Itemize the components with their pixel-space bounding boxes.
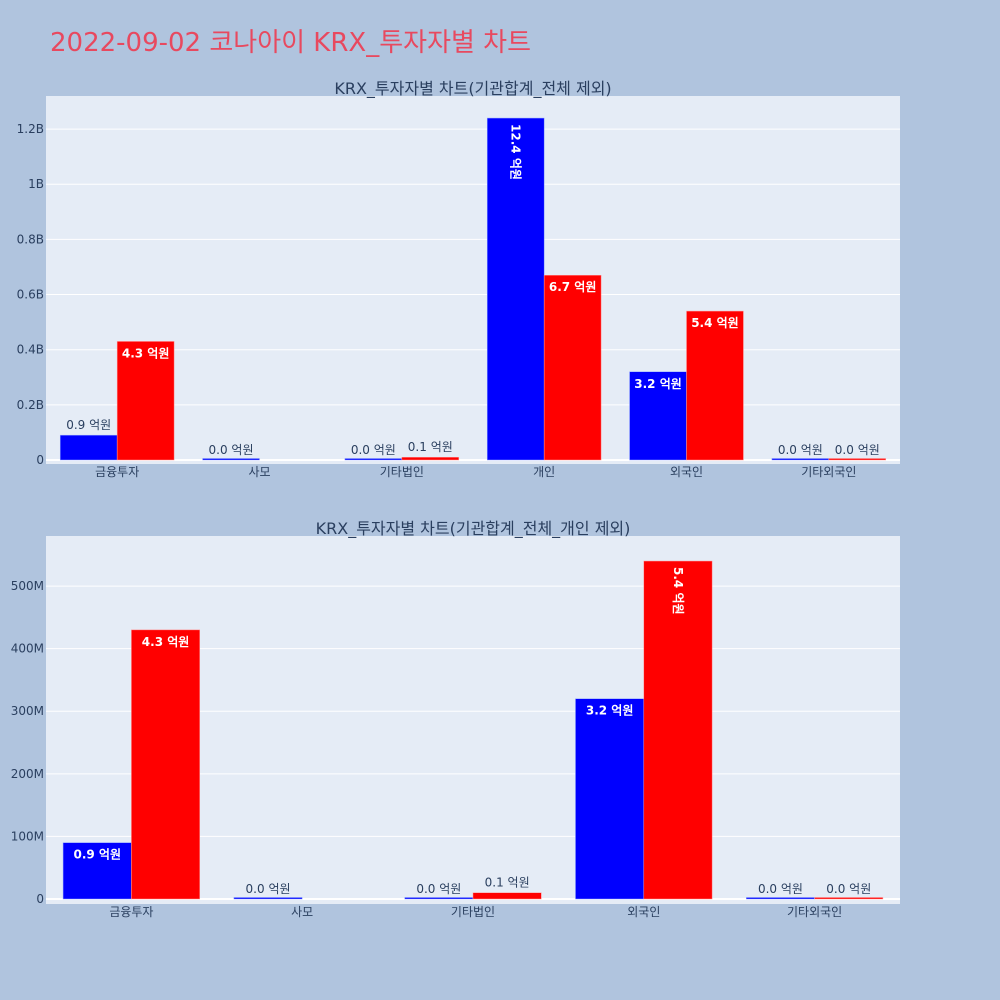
chart1-data-label: 6.7 억원: [549, 280, 597, 294]
chart2-data-label: 0.1 억원: [485, 876, 530, 890]
chart2-ytick-label: 500M: [11, 579, 44, 593]
chart1-bar: [543, 274, 602, 461]
chart1-xtick-label: 사모: [248, 465, 270, 479]
chart1-bar: [344, 458, 403, 461]
chart1-ytick-label: 0.2B: [17, 398, 44, 412]
chart1-bar: [486, 117, 545, 461]
chart2-data-label: 5.4 억원: [671, 567, 685, 615]
chart1-data-label: 3.2 억원: [634, 377, 682, 391]
chart2-xtick-label: 사모: [291, 905, 313, 919]
chart1-data-label: 0.1 억원: [408, 440, 453, 454]
chart2-bar: [62, 842, 132, 900]
chart1-data-label: 12.4 억원: [509, 124, 523, 180]
chart1-ytick-label: 0.8B: [17, 232, 44, 246]
chart1-bar: [629, 371, 687, 461]
chart2-bar: [472, 892, 542, 900]
chart2-bar: [233, 897, 303, 900]
chart2-ytick-label: 100M: [11, 829, 44, 843]
chart1-data-label: 0.0 억원: [351, 443, 396, 457]
chart1-xtick-label: 기타외국인: [801, 465, 856, 479]
chart1-bar: [828, 458, 887, 461]
chart1-data-label: 0.0 억원: [835, 443, 880, 457]
chart2-bar: [575, 698, 645, 900]
chart2-data-label: 0.0 억원: [758, 882, 803, 896]
chart2-ytick-label: 200M: [11, 767, 44, 781]
chart1-xtick-label: 외국인: [670, 465, 703, 479]
chart1-xtick-label: 금융투자: [95, 465, 139, 479]
chart1-bar: [686, 310, 744, 461]
chart2-data-label: 0.9 억원: [73, 848, 121, 862]
chart1-ytick-label: 1B: [28, 177, 44, 191]
chart1-bar: [116, 341, 175, 461]
chart2-data-label: 4.3 억원: [142, 635, 190, 649]
chart1-title: KRX_투자자별 차트(기관합계_전체 제외): [334, 79, 611, 99]
chart1-bar: [202, 458, 260, 461]
chart1-data-label: 0.0 억원: [778, 443, 823, 457]
chart2-title: KRX_투자자별 차트(기관합계_전체_개인 제외): [316, 519, 631, 539]
chart1-data-label: 0.9 억원: [66, 418, 111, 432]
chart1-data-label: 5.4 억원: [691, 316, 739, 330]
chart1-plot-area: [46, 96, 900, 464]
chart2-data-label: 0.0 억원: [826, 882, 871, 896]
chart1-data-label: 4.3 억원: [122, 346, 170, 360]
chart1-ytick-label: 0: [36, 453, 44, 467]
chart2-xtick-label: 기타법인: [451, 905, 495, 919]
chart2-bar: [643, 560, 713, 900]
chart2-ytick-label: 0: [36, 892, 44, 906]
chart1-bar: [59, 434, 118, 461]
chart2-data-label: 3.2 억원: [586, 704, 634, 718]
chart2-xtick-label: 기타외국인: [787, 905, 842, 919]
chart2-bar: [746, 897, 815, 900]
chart1-bar: [401, 456, 460, 461]
chart2-bar: [404, 897, 474, 900]
chart1-bar: [771, 458, 830, 461]
chart1-xtick-label: 기타법인: [380, 465, 424, 479]
chart2-xtick-label: 외국인: [627, 905, 660, 919]
chart2-data-label: 0.0 억원: [416, 882, 461, 896]
chart1-ytick-label: 1.2B: [17, 122, 44, 136]
chart1-data-label: 0.0 억원: [209, 443, 254, 457]
chart1-ytick-label: 0.6B: [17, 288, 44, 302]
chart1-xtick-label: 개인: [533, 465, 555, 479]
chart2-ytick-label: 400M: [11, 642, 44, 656]
chart2-data-label: 0.0 억원: [246, 882, 291, 896]
chart2-bar: [814, 897, 884, 900]
chart2-ytick-label: 300M: [11, 704, 44, 718]
chart2-xtick-label: 금융투자: [109, 905, 153, 919]
chart2-bar: [131, 629, 200, 900]
chart1-ytick-label: 0.4B: [17, 343, 44, 357]
page-title: 2022-09-02 코나아이 KRX_투자자별 차트: [50, 28, 532, 58]
